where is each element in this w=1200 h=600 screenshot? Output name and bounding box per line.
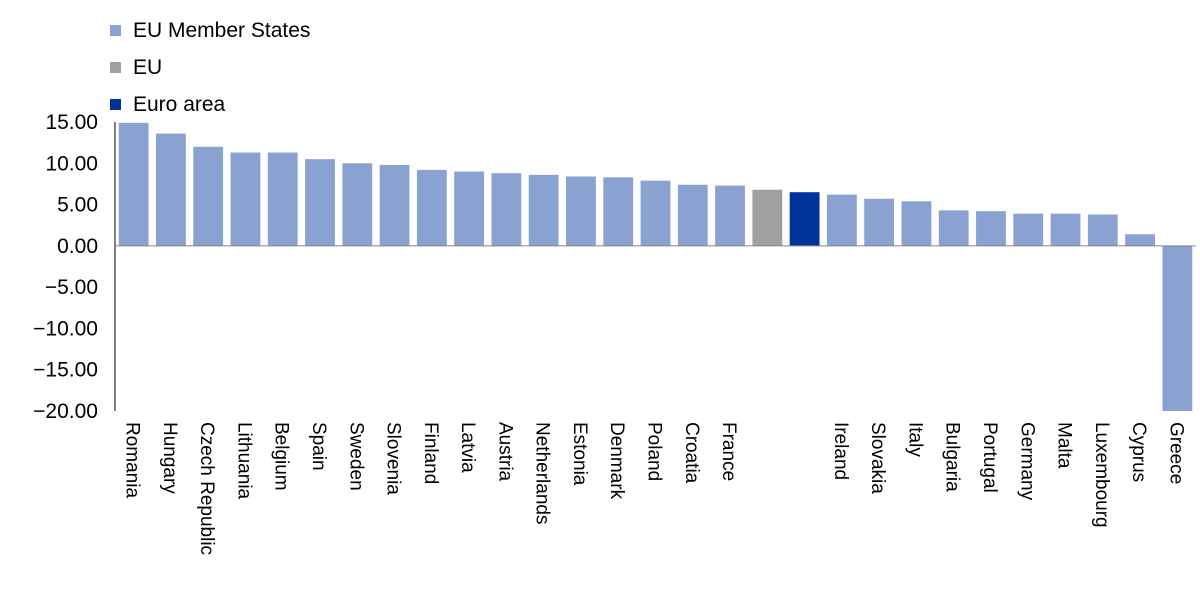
- y-tick-label: 5.00: [57, 194, 98, 217]
- x-tick-label: France: [718, 422, 739, 481]
- bar-austria: [491, 173, 522, 246]
- bar-estonia: [566, 176, 596, 246]
- bar-lithuania: [230, 152, 261, 246]
- bar-slovenia: [379, 164, 410, 246]
- y-tick-label: −20.00: [33, 400, 98, 423]
- x-tick-label: Bulgaria: [942, 422, 963, 492]
- x-tick-label: Denmark: [606, 422, 627, 500]
- bar-bulgaria: [938, 210, 969, 246]
- legend-item-eu-member-states: EU Member States: [110, 12, 310, 49]
- x-tick-label: Netherlands: [532, 422, 553, 524]
- bar-finland: [416, 169, 447, 246]
- y-tick-label: −5.00: [45, 276, 98, 299]
- x-tick-label: Lithuania: [233, 422, 254, 500]
- legend-swatch-eu-member-states: [110, 25, 121, 36]
- x-tick-label: Sweden: [345, 422, 366, 491]
- y-tick-label: 10.00: [45, 152, 98, 175]
- chart-legend: EU Member States EU Euro area: [110, 12, 310, 123]
- legend-item-eu: EU: [110, 49, 310, 86]
- legend-label: EU Member States: [133, 18, 311, 42]
- bar-poland: [640, 180, 671, 246]
- x-tick-label: Greece: [1165, 422, 1186, 484]
- x-tick-label: Luxembourg: [1091, 422, 1112, 528]
- legend-label: EU: [133, 55, 163, 79]
- x-tick-label: Italy: [904, 422, 925, 457]
- x-tick-label: Austria: [494, 422, 515, 482]
- x-tick-label: Portugal: [979, 422, 1000, 493]
- bar-portugal: [976, 211, 1006, 246]
- bar-greece: [1162, 245, 1193, 411]
- x-tick-label: Hungary: [159, 422, 180, 494]
- bar-denmark: [603, 177, 634, 246]
- bar-latvia: [454, 171, 485, 246]
- y-tick-label: 0.00: [57, 235, 98, 258]
- x-tick-label: Germany: [1016, 422, 1037, 501]
- y-tick-label: 15.00: [45, 111, 98, 134]
- bar-france: [715, 185, 745, 246]
- bar-cyprus: [1125, 234, 1155, 246]
- x-tick-label: Poland: [644, 422, 665, 481]
- bar-netherlands: [528, 174, 559, 246]
- x-tick-label: Slovenia: [383, 422, 404, 495]
- x-tick-label: Slovakia: [867, 422, 888, 494]
- bar-eu: [752, 189, 783, 246]
- bar-slovakia: [864, 198, 895, 246]
- legend-label: Euro area: [133, 92, 226, 116]
- legend-swatch-euro-area: [110, 99, 121, 110]
- x-tick-label: Estonia: [569, 422, 590, 486]
- bar-romania: [118, 122, 149, 246]
- bar-italy: [901, 201, 932, 246]
- x-tick-label: Malta: [1054, 422, 1075, 469]
- y-tick-label: −10.00: [33, 317, 98, 340]
- bar-spain: [305, 159, 335, 246]
- bar-croatia: [677, 184, 708, 246]
- bar-malta: [1050, 213, 1081, 246]
- x-tick-label: Latvia: [457, 422, 478, 473]
- bar-czech-republic: [193, 146, 224, 246]
- x-tick-label: Romania: [122, 422, 143, 498]
- x-tick-label: Finland: [420, 422, 441, 484]
- bar-euro-area: [789, 192, 820, 246]
- legend-item-euro-area: Euro area: [110, 86, 310, 123]
- bar-hungary: [156, 133, 186, 246]
- x-tick-label: Belgium: [271, 422, 292, 491]
- bar-belgium: [267, 152, 298, 246]
- x-tick-label: Ireland: [830, 422, 851, 480]
- x-tick-label: Croatia: [681, 422, 702, 484]
- x-tick-label: Cyprus: [1128, 422, 1149, 482]
- bar-germany: [1013, 213, 1044, 246]
- legend-swatch-eu: [110, 62, 121, 73]
- x-tick-label: Spain: [308, 422, 329, 471]
- y-tick-label: −15.00: [33, 359, 98, 382]
- bar-ireland: [826, 194, 857, 246]
- bar-luxembourg: [1087, 214, 1118, 246]
- x-tick-label: Czech Republic: [196, 422, 217, 555]
- bar-sweden: [342, 163, 373, 246]
